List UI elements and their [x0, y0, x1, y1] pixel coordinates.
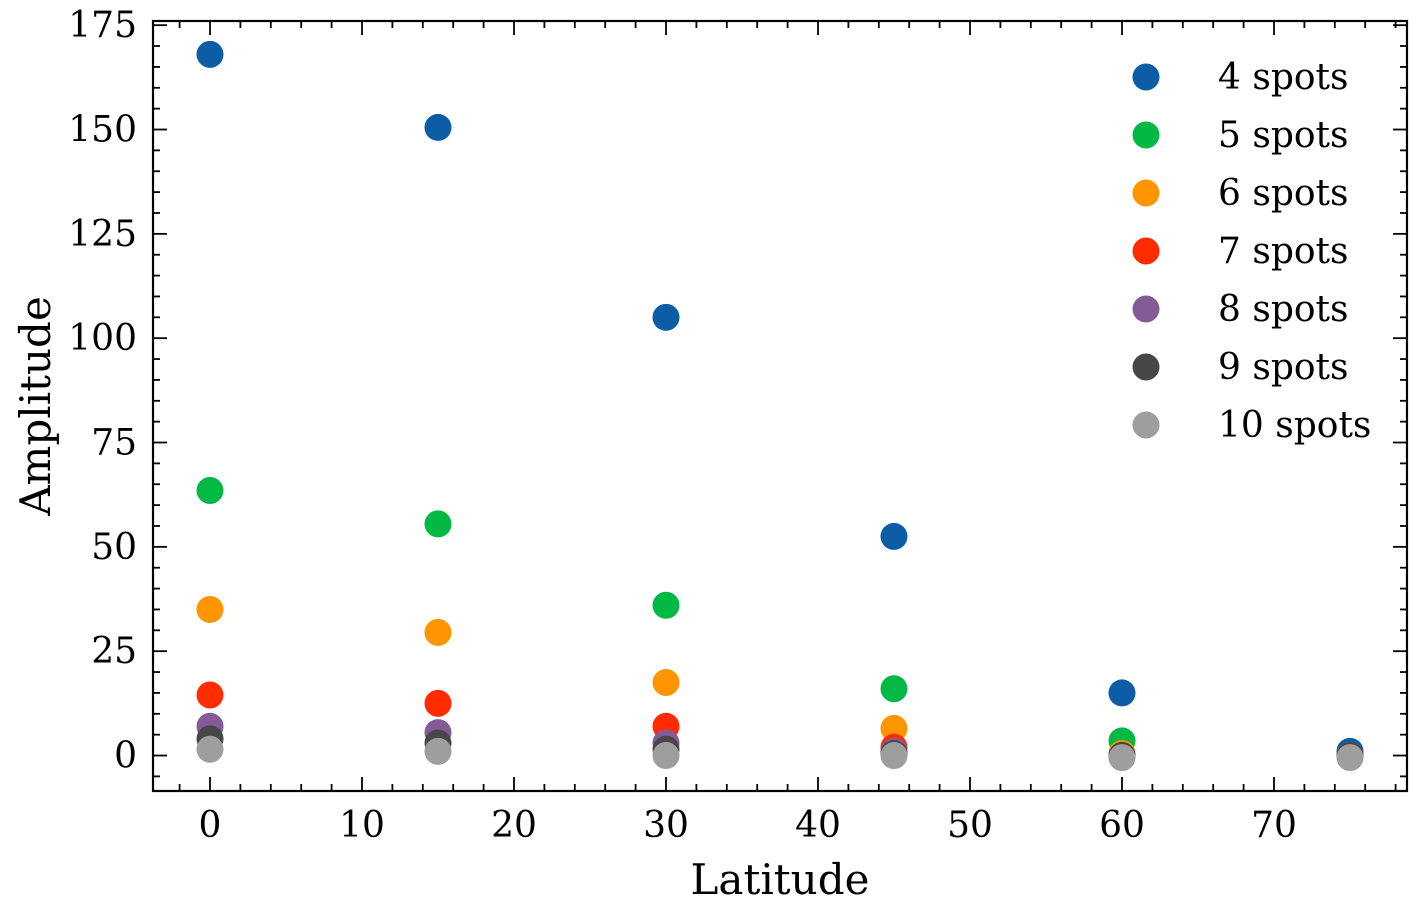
data-point [652, 591, 680, 619]
data-point [652, 742, 680, 770]
x-tick-labels: 0 10 20 30 40 50 60 70 [199, 805, 1297, 846]
legend-label: 5 spots [1218, 115, 1348, 156]
x-tick-label: 30 [643, 805, 689, 846]
data-point [196, 681, 224, 709]
data-points [196, 40, 1364, 772]
legend-label: 9 spots [1218, 347, 1348, 388]
legend-marker [1132, 179, 1160, 207]
legend-marker [1132, 63, 1160, 91]
y-tick-label: 125 [68, 214, 137, 255]
y-tick-labels: 0 25 50 75 100 125 150 175 [68, 5, 137, 776]
data-point [652, 668, 680, 696]
x-tick-label: 50 [947, 805, 993, 846]
legend-marker [1132, 121, 1160, 149]
data-point [1336, 744, 1364, 772]
y-tick-label: 0 [114, 736, 137, 777]
data-point [424, 689, 452, 717]
legend-marker [1132, 353, 1160, 381]
x-tick-label: 10 [339, 805, 385, 846]
y-tick-label: 50 [91, 527, 137, 568]
legend-label: 6 spots [1218, 173, 1348, 214]
data-point [652, 303, 680, 331]
legend-label: 7 spots [1218, 231, 1348, 272]
data-point [1108, 679, 1136, 707]
y-tick-label: 75 [91, 423, 137, 464]
legend: 4 spots 5 spots 6 spots 7 spots 8 spots 9 spo… [1132, 57, 1371, 446]
legend-label: 10 spots [1218, 405, 1371, 446]
x-tick-label: 60 [1099, 805, 1145, 846]
data-point [196, 735, 224, 763]
legend-label: 4 spots [1218, 57, 1348, 98]
data-point [880, 742, 908, 770]
data-point [880, 522, 908, 550]
legend-marker [1132, 237, 1160, 265]
plot-frame [151, 19, 1409, 793]
y-tick-label: 150 [68, 110, 137, 151]
axis-ticks [153, 21, 1407, 791]
x-tick-label: 20 [491, 805, 537, 846]
data-point [424, 510, 452, 538]
x-tick-label: 0 [199, 805, 222, 846]
legend-label: 8 spots [1218, 289, 1348, 330]
x-tick-label: 40 [795, 805, 841, 846]
data-point [424, 618, 452, 646]
data-point [196, 477, 224, 505]
y-tick-label: 100 [68, 318, 137, 359]
y-axis-label: Amplitude [11, 296, 60, 517]
data-point [196, 595, 224, 623]
data-point [880, 714, 908, 742]
data-point [424, 737, 452, 765]
x-axis-label: Latitude [691, 855, 870, 904]
y-tick-label: 25 [91, 631, 137, 672]
data-point [1108, 744, 1136, 772]
x-tick-label: 70 [1251, 805, 1297, 846]
y-tick-label: 175 [68, 5, 137, 46]
legend-marker [1132, 295, 1160, 323]
legend-marker [1132, 411, 1160, 439]
data-point [424, 113, 452, 141]
data-point [880, 675, 908, 703]
data-point [196, 40, 224, 68]
